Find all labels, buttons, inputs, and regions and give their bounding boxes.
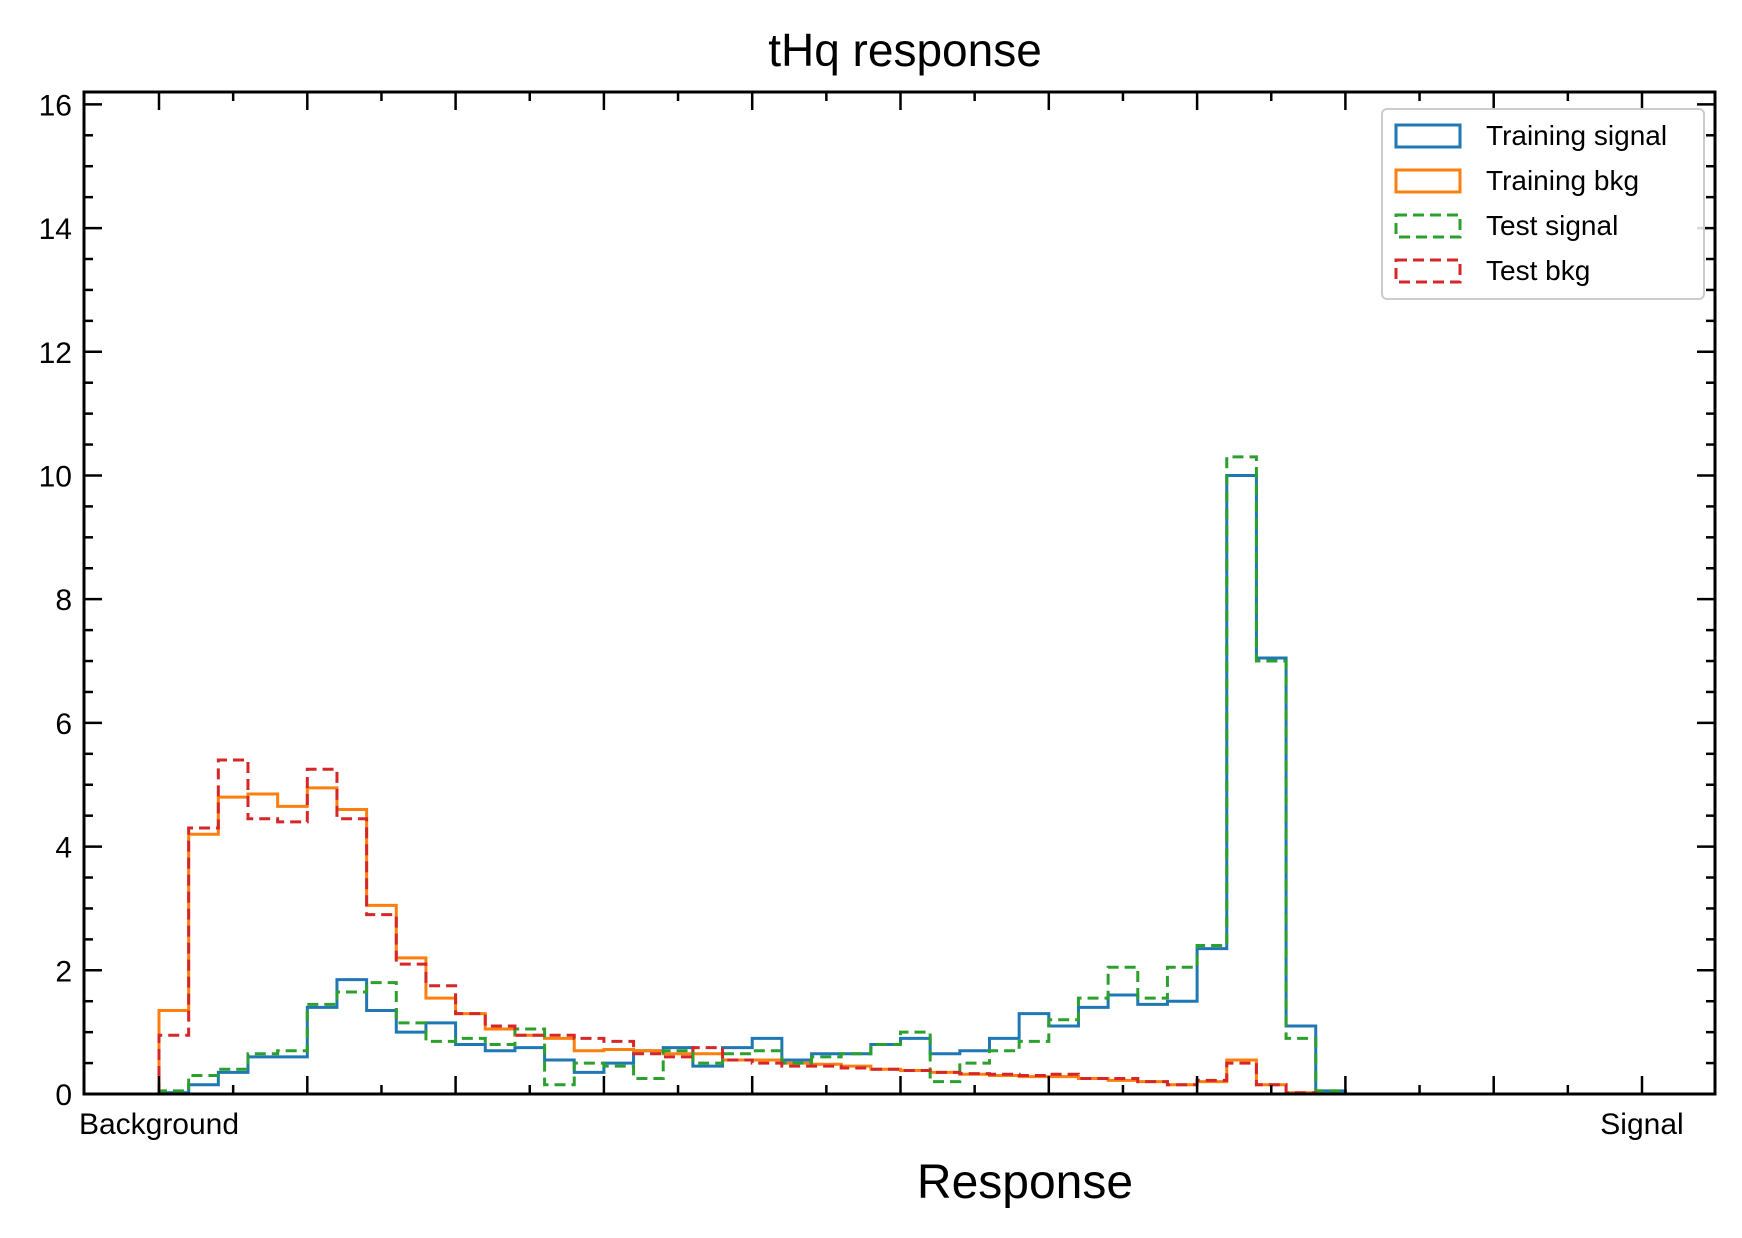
legend: Training signal Training bkg Test signal Te… — [1381, 108, 1705, 300]
legend-swatch-1 — [1394, 168, 1462, 194]
legend-swatch-0 — [1394, 123, 1462, 149]
y-tick-label: 14 — [39, 213, 72, 246]
series-line-3 — [157, 758, 1346, 1096]
plot-area — [157, 455, 1347, 1096]
series-line-2 — [157, 455, 1347, 1094]
x-axis-label: Response — [917, 1156, 1133, 1209]
legend-label-2: Test signal — [1486, 210, 1618, 241]
series-line-0 — [157, 473, 1347, 1095]
x-tick-label: Background — [79, 1108, 239, 1141]
y-tick-label: 8 — [55, 584, 72, 617]
legend-label-0: Training signal — [1486, 120, 1667, 151]
y-tick-label: 0 — [55, 1079, 72, 1112]
y-tick-label: 4 — [55, 832, 72, 865]
legend-box — [1381, 108, 1705, 300]
legend-label-1: Training bkg — [1486, 165, 1639, 196]
y-tick-label: 10 — [39, 460, 72, 493]
chart-title: tHq response — [768, 24, 1042, 76]
legend-label-3: Test bkg — [1486, 255, 1590, 286]
y-tick-label: 16 — [39, 89, 72, 122]
y-tick-label: 6 — [55, 708, 72, 741]
legend-swatch-2 — [1394, 213, 1462, 239]
legend-swatch-3 — [1394, 258, 1462, 284]
x-tick-label: Signal — [1600, 1108, 1683, 1141]
y-tick-label: 2 — [55, 955, 72, 988]
y-tick-label: 12 — [39, 337, 72, 370]
axes: 0 2 4 6 8 10 12 14 16 Background Signal — [39, 89, 1717, 1141]
